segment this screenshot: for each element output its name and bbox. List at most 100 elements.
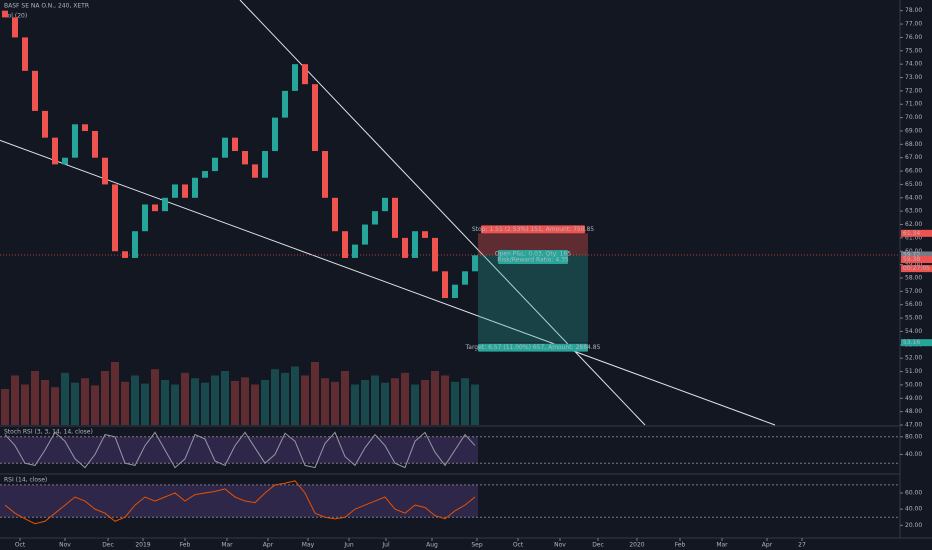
candle-body [262,151,268,178]
x-tick-label: Nov [554,542,566,549]
pnl-label: Open P&L: 0.03, Qty: 165 [495,251,571,258]
candle-body [412,231,418,258]
price-label: 59.38 [903,256,920,263]
candle-body [472,255,478,272]
volume-bar [341,371,349,425]
volume-bar [361,380,369,425]
volume-bar [91,385,99,425]
candle-body [292,64,298,91]
y-tick-label: 68.00 [905,141,922,148]
y-tick-label: 75.00 [905,47,922,54]
y-tick-label: 70.00 [905,114,922,121]
target-zone [478,255,588,343]
target-label: Target: 6.57 (11.00%) 657, Amount: 2884.… [465,344,601,351]
volume-bar [421,380,429,425]
price-label: 00:27:05 [903,265,930,272]
volume-bar [261,380,269,425]
volume-bar [211,375,219,425]
candle-body [202,171,208,178]
y-tick-label: 40.00 [905,506,922,513]
y-tick-label: 55.00 [905,315,922,322]
candle-body [142,204,148,232]
candle-body [2,10,8,18]
stop-label: Stop: 1.51 (2.53%) 151, Amount: 750.85 [472,226,594,233]
volume-bar [431,371,439,425]
candle-body [162,197,168,212]
chart-title: BASF SE NA O.N., 240, XETR [4,3,89,10]
volume-bar [181,372,189,425]
y-tick-label: 62.00 [905,221,922,228]
volume-bar [11,375,19,425]
candle-body [272,117,278,152]
candle-body [452,284,458,299]
price-label: 59.72 [903,252,920,259]
y-tick-label: 40.00 [905,451,922,458]
candle-body [232,137,238,152]
candle-body [212,157,218,172]
price-label-bg [901,339,932,347]
candle-body [52,137,58,165]
candle-body [322,151,328,198]
y-tick-label: 49.00 [905,395,922,402]
x-tick-label: Nov [59,542,71,549]
volume-bar [241,377,249,425]
price-label-bg [901,265,932,273]
volume-bar [131,375,139,425]
ratio-label: Risk/Reward Ratio: 4.35 [497,257,569,264]
volume-bar [451,381,459,425]
y-tick-label: 71.00 [905,101,922,108]
volume-bar [371,375,379,425]
rsi-label: RSI (14, close) [4,477,47,484]
y-tick-label: 48.00 [905,408,922,415]
stop-zone [478,233,588,255]
candle-body [312,84,318,152]
candle-body [372,211,378,225]
candle-body [302,64,308,85]
volume-bar [111,362,119,425]
y-tick-label: 65.00 [905,181,922,188]
candle-body [62,157,68,165]
volume-bar [221,371,229,425]
price-label: 61.34 [903,230,920,237]
x-tick-label: Mar [716,542,728,549]
volume-bar [461,378,469,425]
oscillator-line [4,480,476,525]
y-tick-label: 51.00 [905,368,922,375]
volume-label: Vol (20) [4,13,27,20]
volume-bar [21,384,29,425]
x-tick-label: 2019 [135,542,150,549]
x-tick-label: Apr [263,542,274,549]
volume-bar [381,382,389,425]
price-label: 53.16 [903,339,920,346]
volume-bar [151,369,159,425]
stop-label-bg [481,225,585,234]
volume-bar [201,382,209,425]
stoch-label: Stoch RSI (3, 3, 14, 14, close) [4,429,93,436]
candle-body [152,204,158,212]
volume-bar [71,382,79,425]
volume-bar [1,389,9,425]
y-tick-label: 80.00 [905,433,922,440]
candle-body [22,37,28,71]
target-label-bg [478,343,588,352]
volume-bar [81,378,89,425]
candle-body [342,231,348,258]
y-tick-label: 54.00 [905,328,922,335]
y-tick-label: 63.00 [905,208,922,215]
candle-body [32,70,38,111]
volume-bar [441,375,449,425]
candle-body [442,271,448,299]
volume-bar [471,384,479,425]
candle-body [102,157,108,185]
x-tick-label: Jun [343,542,354,549]
candle-body [242,151,248,165]
volume-bar [121,381,129,425]
volume-bar [391,378,399,425]
candle-body [352,244,358,258]
oscillator-line [4,431,476,469]
y-tick-label: 74.00 [905,61,922,68]
candle-body [252,164,258,178]
y-tick-label: 67.00 [905,154,922,161]
volume-bar [171,384,179,425]
y-tick-label: 60.00 [905,489,922,496]
